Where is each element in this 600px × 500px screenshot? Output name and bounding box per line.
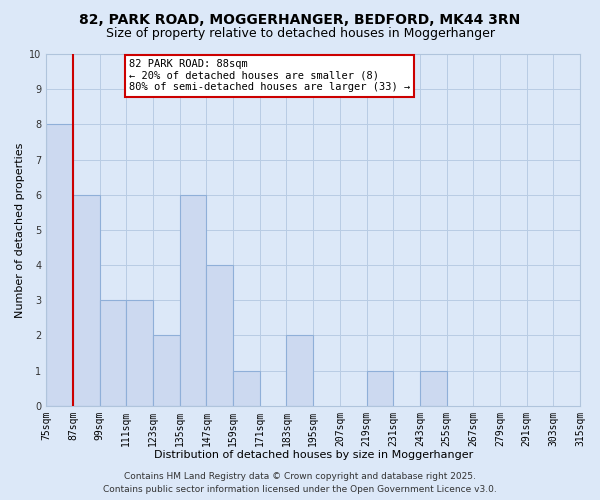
Bar: [420, 370, 446, 406]
Text: 82 PARK ROAD: 88sqm
← 20% of detached houses are smaller (8)
80% of semi-detache: 82 PARK ROAD: 88sqm ← 20% of detached ho…: [129, 60, 410, 92]
Bar: [180, 194, 206, 406]
Bar: [46, 124, 73, 406]
Bar: [233, 370, 260, 406]
Bar: [100, 300, 127, 406]
Bar: [153, 336, 180, 406]
Y-axis label: Number of detached properties: Number of detached properties: [15, 142, 25, 318]
Text: 82, PARK ROAD, MOGGERHANGER, BEDFORD, MK44 3RN: 82, PARK ROAD, MOGGERHANGER, BEDFORD, MK…: [79, 12, 521, 26]
Bar: [73, 194, 100, 406]
Bar: [206, 265, 233, 406]
Bar: [127, 300, 153, 406]
Bar: [367, 370, 393, 406]
Bar: [286, 336, 313, 406]
X-axis label: Distribution of detached houses by size in Moggerhanger: Distribution of detached houses by size …: [154, 450, 473, 460]
Text: Contains HM Land Registry data © Crown copyright and database right 2025.
Contai: Contains HM Land Registry data © Crown c…: [103, 472, 497, 494]
Text: Size of property relative to detached houses in Moggerhanger: Size of property relative to detached ho…: [106, 28, 494, 40]
